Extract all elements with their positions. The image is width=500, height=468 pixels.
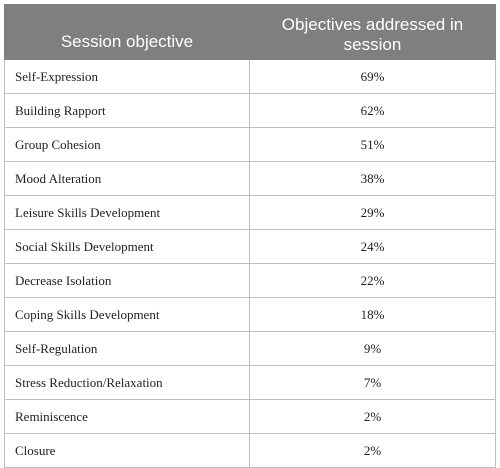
objective-cell: Stress Reduction/Relaxation <box>4 365 250 400</box>
percent-cell: 2% <box>249 399 496 434</box>
percent-cell: 62% <box>249 93 496 128</box>
objective-cell: Coping Skills Development <box>4 297 250 332</box>
objectives-table: Session objective Objectives addressed i… <box>4 4 496 468</box>
objective-cell: Mood Alteration <box>4 161 250 196</box>
objective-cell: Leisure Skills Development <box>4 195 250 230</box>
objective-cell: Self-Regulation <box>4 331 250 366</box>
table-row: Building Rapport 62% <box>4 93 496 128</box>
percent-cell: 22% <box>249 263 496 298</box>
objective-cell: Building Rapport <box>4 93 250 128</box>
table-row: Stress Reduction/Relaxation 7% <box>4 365 496 400</box>
header-objectives-addressed: Objectives addressed in session <box>249 4 496 60</box>
table-row: Self-Expression 69% <box>4 59 496 94</box>
percent-cell: 18% <box>249 297 496 332</box>
objective-cell: Reminiscence <box>4 399 250 434</box>
table-row: Decrease Isolation 22% <box>4 263 496 298</box>
table-row: Mood Alteration 38% <box>4 161 496 196</box>
objective-cell: Group Cohesion <box>4 127 250 162</box>
objective-cell: Social Skills Development <box>4 229 250 264</box>
table-row: Closure 2% <box>4 433 496 468</box>
header-session-objective-label: Session objective <box>60 32 194 51</box>
header-objectives-addressed-label: Objectives addressed in session <box>281 15 464 54</box>
table-row: Social Skills Development 24% <box>4 229 496 264</box>
percent-cell: 51% <box>249 127 496 162</box>
objective-cell: Decrease Isolation <box>4 263 250 298</box>
table-row: Leisure Skills Development 29% <box>4 195 496 230</box>
objective-cell: Self-Expression <box>4 59 250 94</box>
percent-cell: 7% <box>249 365 496 400</box>
percent-cell: 29% <box>249 195 496 230</box>
table-row: Reminiscence 2% <box>4 399 496 434</box>
header-session-objective: Session objective <box>4 4 250 60</box>
objective-cell: Closure <box>4 433 250 468</box>
table-row: Self-Regulation 9% <box>4 331 496 366</box>
header-row: Session objective Objectives addressed i… <box>4 4 496 60</box>
percent-cell: 24% <box>249 229 496 264</box>
percent-cell: 69% <box>249 59 496 94</box>
percent-cell: 2% <box>249 433 496 468</box>
percent-cell: 9% <box>249 331 496 366</box>
percent-cell: 38% <box>249 161 496 196</box>
table-row: Coping Skills Development 18% <box>4 297 496 332</box>
table-row: Group Cohesion 51% <box>4 127 496 162</box>
